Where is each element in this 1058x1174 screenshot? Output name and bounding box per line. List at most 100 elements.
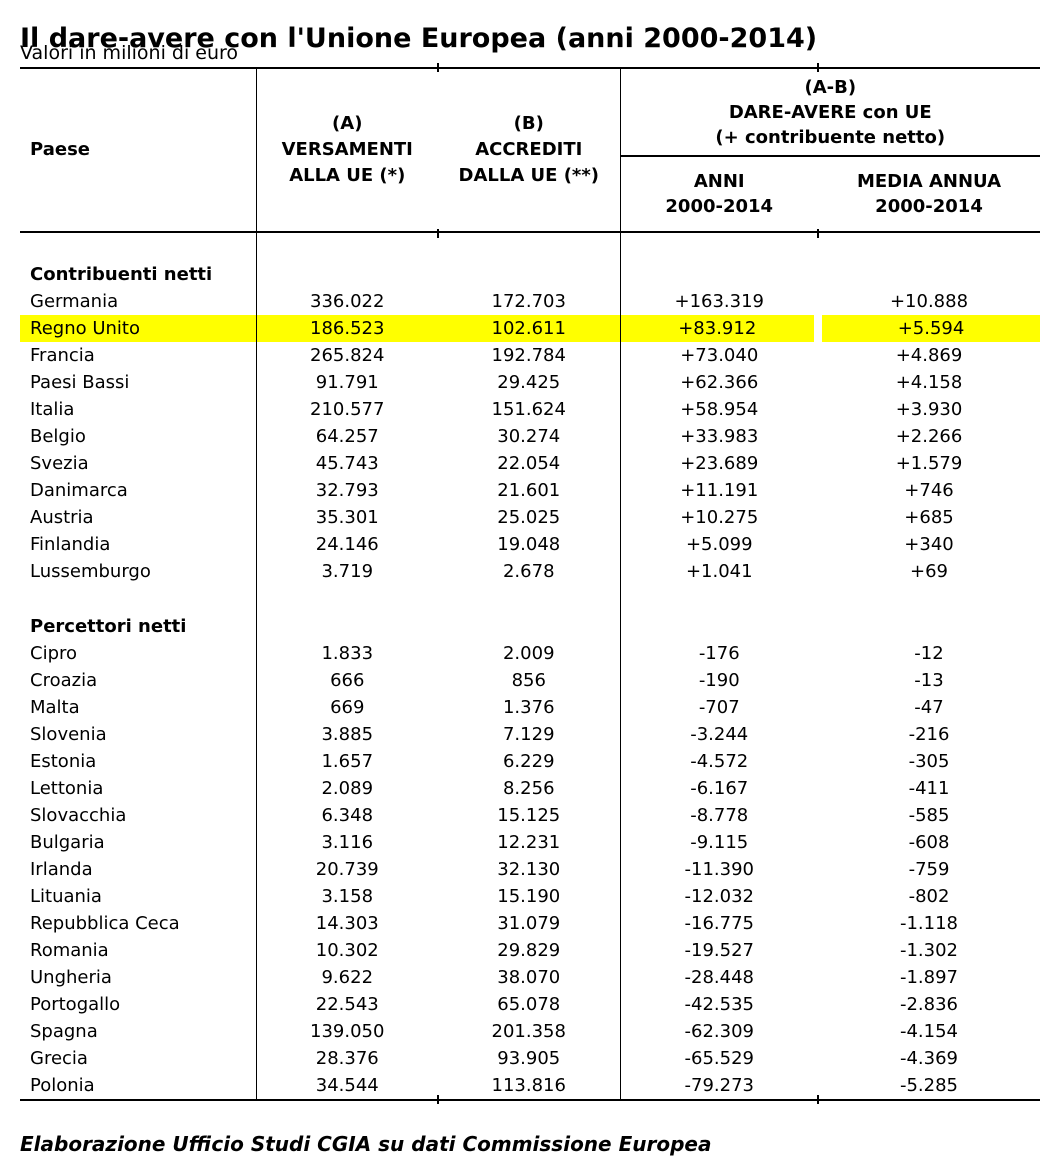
media-annua-cell: -1.302 <box>899 940 959 961</box>
country-cell: Francia <box>20 342 257 369</box>
accrediti-cell: 29.829 <box>438 937 621 964</box>
country-cell: Paesi Bassi <box>20 369 257 396</box>
versamenti-cell: 20.739 <box>315 859 379 880</box>
accrediti-cell: 32.130 <box>438 856 621 883</box>
versamenti-cell: 1.657 <box>321 751 374 772</box>
accrediti-cell: 7.129 <box>438 721 621 748</box>
spacer-row <box>20 585 1040 613</box>
country-cell: Regno Unito <box>20 315 257 342</box>
saldo-anni-cell: +23.689 <box>680 453 759 474</box>
column-tick-mark <box>817 229 819 238</box>
column-header-accrediti: (B) ACCREDITI DALLA UE (**) <box>438 68 621 233</box>
country-cell: Austria <box>20 504 257 531</box>
accrediti-cell: 31.079 <box>438 910 621 937</box>
spacer-row <box>20 232 1040 261</box>
column-tick-mark <box>817 63 819 72</box>
versamenti-cell: 265.824 <box>310 345 385 366</box>
country-cell: Slovenia <box>20 721 257 748</box>
accrediti-cell: 30.274 <box>438 423 621 450</box>
table-row: Germania 336.022 172.703 +163.319 +10.888 <box>20 288 1040 315</box>
media-annua-cell: -5.285 <box>899 1075 959 1096</box>
accrediti-cell: 38.070 <box>438 964 621 991</box>
country-cell: Belgio <box>20 423 257 450</box>
country-cell: Estonia <box>20 748 257 775</box>
versamenti-cell: 10.302 <box>315 940 379 961</box>
table-row: Romania 10.302 29.829 -19.527 -1.302 <box>20 937 1040 964</box>
saldo-anni-cell: -8.778 <box>690 805 749 826</box>
page-subtitle: Valori in milioni di euro <box>20 42 239 64</box>
versamenti-cell: 9.622 <box>321 967 374 988</box>
table-row: Croazia 666 856 -190 -13 <box>20 667 1040 694</box>
media-annua-cell: -585 <box>908 805 950 826</box>
country-cell: Lituania <box>20 883 257 910</box>
table-row: Lettonia 2.089 8.256 -6.167 -411 <box>20 775 1040 802</box>
saldo-anni-cell: -12.032 <box>684 886 754 907</box>
accrediti-cell: 1.376 <box>438 694 621 721</box>
media-annua-cell: +4.869 <box>895 345 963 366</box>
saldo-anni-cell: +58.954 <box>680 399 759 420</box>
accrediti-cell: 15.125 <box>438 802 621 829</box>
accrediti-cell: 29.425 <box>438 369 621 396</box>
accrediti-cell: 856 <box>438 667 621 694</box>
table-row: Danimarca 32.793 21.601 +11.191 +746 <box>20 477 1040 504</box>
media-annua-cell: +10.888 <box>889 291 969 312</box>
versamenti-cell: 22.543 <box>315 994 379 1015</box>
country-cell: Irlanda <box>20 856 257 883</box>
table-row: Portogallo 22.543 65.078 -42.535 -2.836 <box>20 991 1040 1018</box>
media-annua-cell: -2.836 <box>899 994 959 1015</box>
table-row: Slovenia 3.885 7.129 -3.244 -216 <box>20 721 1040 748</box>
saldo-anni-cell: -65.529 <box>684 1048 754 1069</box>
table-row: Cipro 1.833 2.009 -176 -12 <box>20 640 1040 667</box>
country-cell: Romania <box>20 937 257 964</box>
table-row: Malta 669 1.376 -707 -47 <box>20 694 1040 721</box>
saldo-anni-cell: -9.115 <box>690 832 749 853</box>
accrediti-cell: 192.784 <box>438 342 621 369</box>
table-row: Estonia 1.657 6.229 -4.572 -305 <box>20 748 1040 775</box>
versamenti-cell: 64.257 <box>315 426 379 447</box>
media-annua-cell: -759 <box>908 859 950 880</box>
table-row: Polonia 34.544 113.816 -79.273 -5.285 <box>20 1072 1040 1100</box>
accrediti-cell: 8.256 <box>438 775 621 802</box>
media-annua-cell: -305 <box>908 751 950 772</box>
media-annua-cell: -1.118 <box>899 913 959 934</box>
saldo-anni-cell: +73.040 <box>680 345 759 366</box>
saldo-anni-cell: -707 <box>698 697 740 718</box>
media-annua-cell: +340 <box>904 534 954 555</box>
versamenti-cell: 666 <box>330 670 365 691</box>
media-annua-cell: -13 <box>914 670 944 691</box>
table-row: Lituania 3.158 15.190 -12.032 -802 <box>20 883 1040 910</box>
accrediti-cell: 172.703 <box>438 288 621 315</box>
country-cell: Grecia <box>20 1045 257 1072</box>
media-annua-cell: +746 <box>904 480 954 501</box>
versamenti-cell: 14.303 <box>315 913 379 934</box>
header-row-sub: ANNI 2000-2014 MEDIA ANNUA 2000-2014 <box>20 156 1041 233</box>
versamenti-cell: 32.793 <box>315 480 379 501</box>
saldo-anni-cell: -19.527 <box>684 940 754 961</box>
media-annua-cell: +4.158 <box>895 372 963 393</box>
table-row: Belgio 64.257 30.274 +33.983 +2.266 <box>20 423 1040 450</box>
country-cell: Spagna <box>20 1018 257 1045</box>
table-row: Finlandia 24.146 19.048 +5.099 +340 <box>20 531 1040 558</box>
saldo-anni-cell: -176 <box>698 643 740 664</box>
table-row: Lussemburgo 3.719 2.678 +1.041 +69 <box>20 558 1040 585</box>
versamenti-cell: 1.833 <box>321 643 374 664</box>
versamenti-cell: 6.348 <box>321 805 374 826</box>
saldo-anni-cell: +33.983 <box>680 426 759 447</box>
accrediti-cell: 2.678 <box>438 558 621 585</box>
table-row: Austria 35.301 25.025 +10.275 +685 <box>20 504 1040 531</box>
versamenti-cell: 3.885 <box>321 724 374 745</box>
source-note: Elaborazione Ufficio Studi CGIA su dati … <box>20 1132 712 1156</box>
header-row-main: Paese (A) VERSAMENTI ALLA UE (*) (B) ACC… <box>20 68 1041 233</box>
column-tick-mark <box>437 1095 439 1104</box>
table-row: Grecia 28.376 93.905 -65.529 -4.369 <box>20 1045 1040 1072</box>
versamenti-cell: 24.146 <box>315 534 379 555</box>
table-row: Paesi Bassi 91.791 29.425 +62.366 +4.158 <box>20 369 1040 396</box>
column-header-paese: Paese <box>20 68 257 233</box>
column-group-header-dare-avere: (A-B) DARE-AVERE con UE (+ contribuente … <box>620 68 1041 157</box>
country-cell: Cipro <box>20 640 257 667</box>
accrediti-cell: 12.231 <box>438 829 621 856</box>
country-cell: Danimarca <box>20 477 257 504</box>
accrediti-cell: 151.624 <box>438 396 621 423</box>
versamenti-cell: 3.158 <box>321 886 374 907</box>
accrediti-cell: 19.048 <box>438 531 621 558</box>
